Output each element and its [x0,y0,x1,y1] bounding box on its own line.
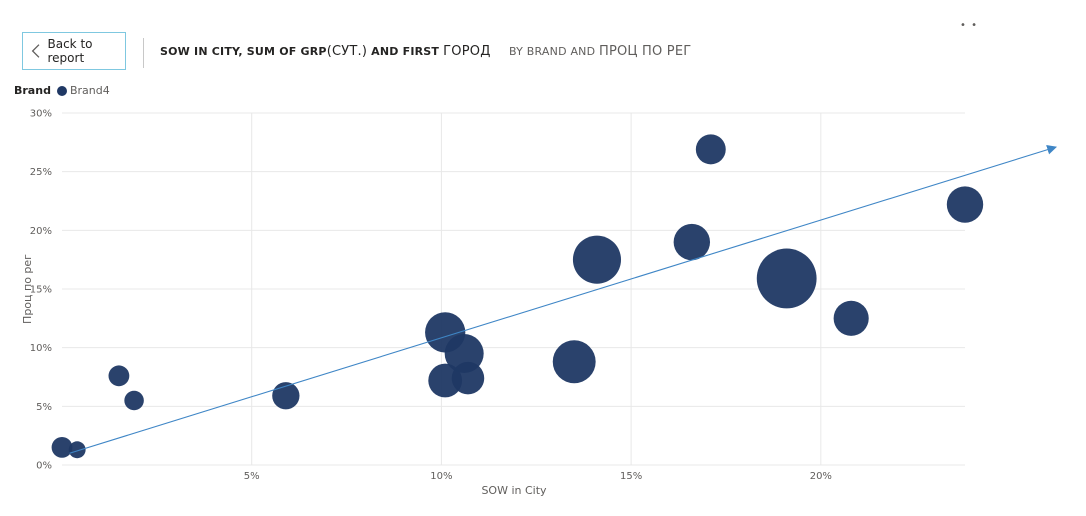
title-part-1: SOW IN CITY, SUM OF GRP [160,45,327,58]
bubble-point[interactable] [451,361,485,395]
bubble-point[interactable] [946,186,984,223]
title-part-3: AND FIRST [367,45,444,58]
bubble-layer [51,134,984,459]
back-to-report-label: Back to report [47,37,93,65]
bubble-point[interactable] [552,340,596,384]
y-tick-label: 0% [36,461,52,472]
legend-title: Brand [14,84,51,97]
x-tick-label: 10% [430,471,452,482]
title-part-2: (СУТ.) [326,44,368,59]
bubble-point[interactable] [833,300,869,336]
bubble-point[interactable] [51,437,73,458]
x-tick-label: 15% [620,471,642,482]
bubble-point[interactable] [695,134,726,165]
title-part-4: ГОРОД [443,44,491,59]
back-to-report-button[interactable]: Back to report [22,32,126,70]
y-tick-label: 10% [30,343,52,354]
y-tick-label: 20% [30,226,52,237]
trend-layer [69,144,1058,454]
tick-layer: 0% 5% 10% 15% 20% 25% 30% 5% 10% 15% 20% [30,109,832,483]
bubble-point[interactable] [108,365,130,387]
bubble-point[interactable] [673,223,711,261]
header-divider [143,38,144,68]
more-options-icon[interactable]: • • [960,20,978,31]
legend-item-brand4[interactable]: Brand4 [69,84,110,97]
y-tick-label: 15% [30,285,52,296]
chevron-left-icon [31,44,40,58]
y-tick-label: 30% [30,109,52,120]
chart-title: SOW IN CITY, SUM OF GRP(СУТ.) AND FIRST … [160,44,691,59]
grid-layer [62,112,965,466]
legend: Brand Brand4 [14,84,110,97]
title-part-6: ПРОЦ ПО РЕГ [598,44,692,59]
y-axis-label: Проц по рег [21,254,34,324]
y-tick-label: 25% [30,167,52,178]
title-part-5: BY BRAND AND [509,45,599,58]
y-tick-label: 5% [36,402,52,413]
legend-swatch [56,85,67,96]
x-tick-label: 5% [244,471,260,482]
bubble-point[interactable] [272,382,300,410]
bubble-point[interactable] [572,235,622,284]
trend-arrow [69,144,1058,454]
bubble-point[interactable] [124,390,144,411]
bubble-point[interactable] [756,248,817,309]
x-tick-label: 20% [810,471,832,482]
x-axis-label: SOW in City [481,484,547,497]
bubble-point[interactable] [68,441,86,459]
